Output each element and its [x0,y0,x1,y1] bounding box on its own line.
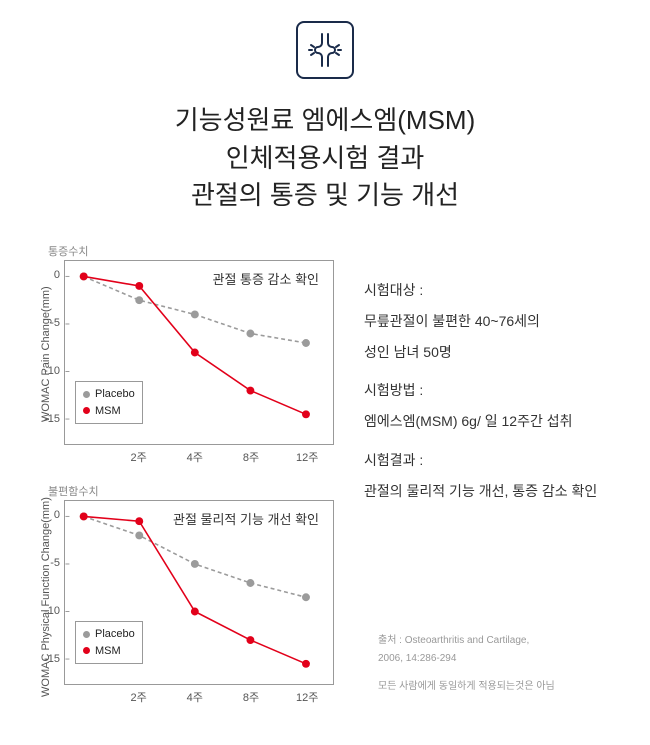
result-heading: 시험결과 : [364,445,634,476]
y-tick: -15 [32,413,60,425]
x-tick: 4주 [187,689,203,705]
title-line2: 인체적용시험 결과 [0,140,650,178]
function-chart: 관절 물리적 기능 개선 확인 Placebo MSM [64,500,334,685]
method-line: 엠에스엠(MSM) 6g/ 일 12주간 섭취 [364,406,634,437]
x-tick: 8주 [243,689,259,705]
y-tick: -15 [32,653,60,665]
y-tick: -10 [32,605,60,617]
trial-info: 시험대상 : 무릎관절이 불편한 40~76세의 성인 남녀 50명 시험방법 … [364,267,634,507]
x-tick: 4주 [187,449,203,465]
y-tick: -5 [32,557,60,569]
chart2-ylabel: WOMAC Physical Function Change(mm) [40,497,52,697]
x-tick: 12주 [296,449,318,465]
title-line3: 관절의 통증 및 기능 개선 [0,177,650,215]
y-tick: -5 [32,317,60,329]
page-title: 기능성원료 엠에스엠(MSM) 인체적용시험 결과 관절의 통증 및 기능 개선 [0,102,650,215]
x-tick: 2주 [130,449,146,465]
subject-heading: 시험대상 : [364,275,634,306]
y-tick: 0 [32,269,60,281]
joint-icon-box [296,21,354,79]
x-tick: 12주 [296,689,318,705]
x-tick: 2주 [130,689,146,705]
source-citation: 출처 : Osteoarthritis and Cartilage, 2006,… [370,620,630,708]
method-heading: 시험방법 : [364,375,634,406]
subject-line2: 성인 남녀 50명 [364,337,634,368]
x-tick: 8주 [243,449,259,465]
chart2-small-label: 불편함수치 [48,483,99,499]
chart1-ylabel: WOMAC Pain Change(mm) [40,286,52,422]
source-l2: 2006, 14:286-294 [378,650,622,668]
result-line: 관절의 물리적 기능 개선, 통증 감소 확인 [364,476,634,507]
title-line1: 기능성원료 엠에스엠(MSM) [0,102,650,140]
y-tick: 0 [32,509,60,521]
chart1-small-label: 통증수치 [48,243,88,259]
source-disclaimer: 모든 사람에게 동일하게 적용되는것은 아님 [378,678,622,696]
joint-icon [305,30,345,70]
y-tick: -10 [32,365,60,377]
subject-line1: 무릎관절이 불편한 40~76세의 [364,306,634,337]
pain-chart: 관절 통증 감소 확인 Placebo MSM [64,260,334,445]
source-l1: 출처 : Osteoarthritis and Cartilage, [378,632,622,650]
